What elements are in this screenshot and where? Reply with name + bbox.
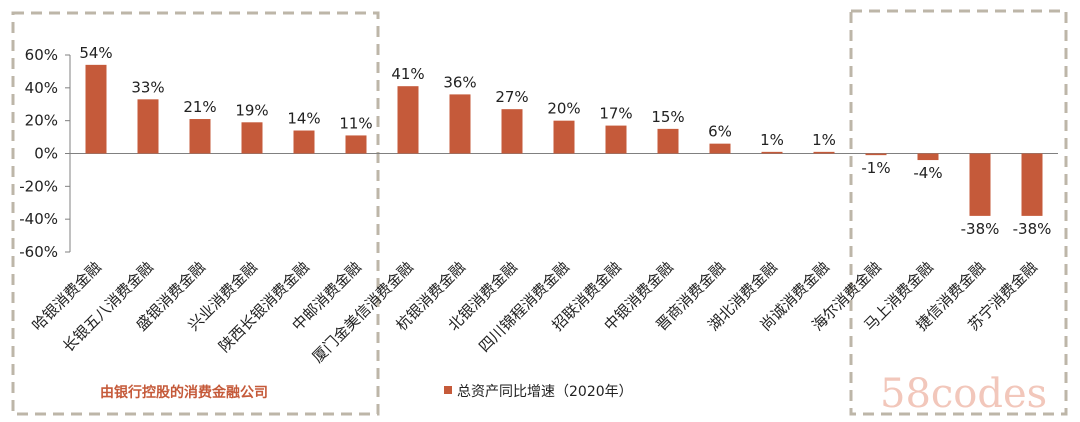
data-label: 20%: [547, 100, 580, 118]
category-label: 陕西长银消费金融: [215, 258, 313, 356]
y-tick-label: 60%: [25, 46, 58, 64]
data-label: -38%: [961, 220, 1000, 238]
bar: [813, 151, 835, 154]
y-tick-label: -60%: [19, 243, 58, 261]
bar: [605, 125, 627, 154]
bar: [241, 122, 263, 154]
data-label: 36%: [443, 73, 476, 91]
data-label: 14%: [287, 110, 320, 128]
data-label: 27%: [495, 88, 528, 106]
data-label: 19%: [235, 101, 268, 119]
category-label: 长银五八消费金融: [59, 258, 157, 356]
data-label: 21%: [183, 98, 216, 116]
bar: [969, 153, 991, 216]
category-label: 厦门金美信消费金融: [309, 258, 417, 366]
data-label: -1%: [861, 159, 890, 177]
y-tick-label: 20%: [25, 112, 58, 130]
data-label: 17%: [599, 105, 632, 123]
data-label: 1%: [760, 131, 784, 149]
group-box-bank: [11, 11, 380, 416]
bar: [397, 86, 419, 154]
category-label: 四川锦程消费金融: [475, 258, 573, 356]
bar: [293, 130, 315, 154]
data-label: 1%: [812, 131, 836, 149]
y-axis: 60% 40% 20% 0% -20% -40% -60%: [19, 46, 1058, 261]
y-tick-label: 40%: [25, 79, 58, 97]
bar: [345, 135, 367, 154]
watermark: 58codes: [880, 371, 1047, 417]
y-tick-label: -20%: [19, 177, 58, 195]
bar: [657, 128, 679, 154]
bar: [709, 143, 731, 154]
bar: [85, 64, 107, 154]
y-tick-label: -40%: [19, 210, 58, 228]
data-label: 54%: [79, 44, 112, 62]
category-labels: 哈银消费金融长银五八消费金融盛银消费金融兴业消费金融陕西长银消费金融中邮消费金融…: [28, 258, 1040, 366]
bar: [553, 120, 575, 154]
bar: [449, 94, 471, 154]
legend-swatch: [444, 386, 452, 394]
bar: [137, 99, 159, 154]
data-label: 11%: [339, 114, 372, 132]
bar: [1021, 153, 1043, 216]
y-tick-label: 0%: [34, 145, 58, 163]
data-label: -38%: [1013, 220, 1052, 238]
group-label: 由银行控股的消费金融公司: [100, 384, 268, 401]
bar: [865, 153, 887, 156]
data-label: -4%: [913, 164, 942, 182]
data-label: 6%: [708, 123, 732, 141]
group-box-right: [849, 9, 1068, 416]
bar: [917, 153, 939, 161]
data-label: 41%: [391, 65, 424, 83]
bar-series: 54% 33% 21% 19% 14% 11% 41% 36% 27% 20% 17% 15% 6% 1%…: [79, 44, 1051, 238]
bar: [501, 109, 523, 154]
data-label: 15%: [651, 108, 684, 126]
bar: [189, 119, 211, 154]
data-label: 33%: [131, 78, 164, 96]
bar: [761, 151, 783, 154]
legend-label: 总资产同比增速（2020年）: [457, 384, 633, 400]
